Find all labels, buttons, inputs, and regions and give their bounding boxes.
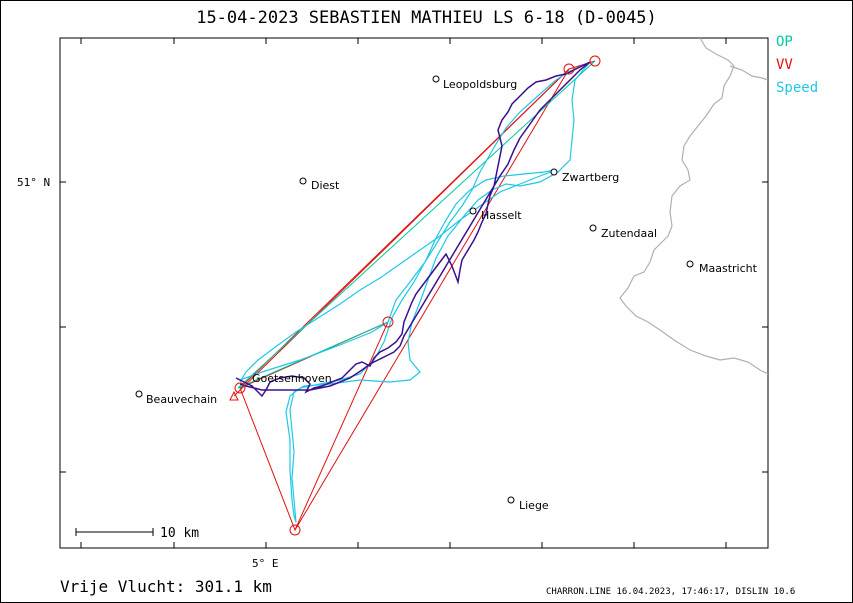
- page-title: 15-04-2023 SEBASTIEN MATHIEU LS 6-18 (D-…: [196, 8, 657, 28]
- place-label-leopoldsburg: Leopoldsburg: [443, 78, 517, 91]
- turnpoint-marker: [289, 524, 301, 536]
- turnpoint-marker: [382, 316, 394, 328]
- legend-op: OP: [776, 34, 793, 50]
- footer-info: CHARRON.LINE 16.04.2023, 17:46:17, DISLI…: [546, 587, 796, 597]
- flight-distance: Vrije Vlucht: 301.1 km: [60, 577, 272, 596]
- start-triangle: [229, 390, 239, 401]
- place-label-liege: Liege: [519, 499, 549, 512]
- place-label-maastricht: Maastricht: [699, 262, 758, 275]
- flight-track: [235, 61, 591, 398]
- place-label-zutendaal: Zutendaal: [601, 227, 657, 240]
- place-dot: [299, 177, 307, 185]
- country-border-east: [729, 65, 769, 81]
- place-label-goetsenhoven: Goetsenhoven: [252, 372, 332, 385]
- longitude-label: 5° E: [252, 557, 279, 570]
- turnpoint-marker: [589, 55, 601, 67]
- place-dot: [469, 207, 477, 215]
- place-labels: Leopoldsburg Diest Zwartberg Hasselt Zut…: [146, 78, 758, 512]
- place-dot: [432, 75, 440, 83]
- place-dot: [507, 496, 515, 504]
- place-dot: [686, 260, 694, 268]
- place-label-beauvechain: Beauvechain: [146, 393, 217, 406]
- place-dot: [550, 168, 558, 176]
- place-label-diest: Diest: [311, 179, 340, 192]
- lon-ticks: [80, 38, 727, 548]
- legend-speed: Speed: [776, 80, 819, 96]
- latitude-label: 51° N: [17, 176, 51, 189]
- turnpoint-marker: [563, 63, 575, 75]
- place-dot: [589, 224, 597, 232]
- legend-vv: VV: [776, 57, 793, 73]
- country-border: [619, 37, 769, 375]
- speed-track: [239, 61, 591, 523]
- turnpoint-marker: [234, 382, 246, 394]
- place-dot: [135, 390, 143, 398]
- place-markers: [135, 75, 694, 504]
- turnpoints: [229, 55, 601, 536]
- op-route: [237, 60, 596, 389]
- lat-ticks: [60, 181, 768, 473]
- map-border: [59, 37, 769, 549]
- scale-bar: [75, 528, 154, 536]
- place-label-zwartberg: Zwartberg: [562, 171, 619, 184]
- scale-bar-label: 10 km: [160, 526, 200, 541]
- place-label-hasselt: Hasselt: [481, 209, 522, 222]
